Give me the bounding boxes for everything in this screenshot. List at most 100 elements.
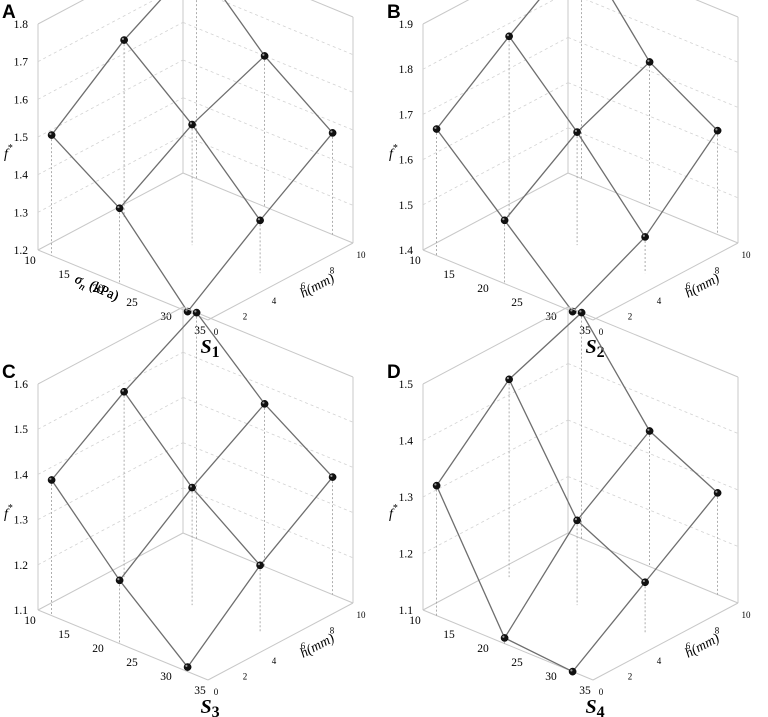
sigma-tick-label: 25 [511,657,523,669]
h-tick-label: 6 [686,281,691,291]
data-point-highlight [574,518,577,521]
mesh-line [264,403,334,478]
z-tick-label: 1.3 [14,207,29,219]
mesh-line [649,61,719,132]
grid-line [567,476,739,547]
grid-line [37,97,184,176]
data-point [115,576,124,585]
z-tick-label: 1.6 [14,94,29,106]
mesh-line [196,312,266,405]
z-tick-label: 1.9 [399,19,414,31]
grid-line [182,134,354,206]
data-point [188,483,196,492]
floor-edge [37,172,184,251]
mesh-line [259,132,334,221]
mesh-line [51,39,125,136]
z-tick-label: 1.4 [399,245,414,257]
sigma-tick-label: 25 [511,297,523,309]
z-tick-label: 1.4 [14,469,29,481]
data-point-highlight [117,205,120,209]
h-axis-title: h(mm) [683,271,723,302]
data-point-highlight [185,309,188,312]
data-point [641,578,649,587]
data-point [328,473,337,481]
data-point-highlight [189,122,192,125]
mesh-line [191,55,266,126]
h-tick-label: 8 [715,625,720,635]
mesh-line [191,403,266,489]
grid-line [422,363,569,441]
data-point-highlight [506,34,509,37]
sigma-tick-label: 10 [409,255,421,267]
data-point-highlight [434,126,437,129]
data-point [183,663,192,671]
h-tick-label: 2 [628,672,633,682]
data-point [328,129,337,137]
data-point-highlight [262,53,265,56]
data-point-highlight [502,218,505,221]
z-tick-label: 1.1 [14,605,29,617]
z-tick-label: 1.5 [399,379,414,391]
mesh-line [611,0,651,63]
h-tick-label: 4 [657,656,662,666]
panel-subtitle-sub: 4 [597,704,605,717]
h-tick-label: 2 [243,312,248,322]
data-point [256,561,264,570]
grid-line [422,82,569,160]
data-point [47,476,56,484]
data-point-highlight [117,578,120,581]
z-tick-label: 1.7 [14,57,29,69]
grid-line [182,442,354,513]
sigma-tick-label: 30 [160,311,172,323]
h-tick-label: 0 [214,327,219,337]
grid-line [567,37,739,108]
mesh-line [224,0,266,57]
sigma-subscript: n [77,281,86,293]
h-tick-label: 2 [243,672,248,682]
data-point-highlight [715,128,718,131]
panel-subtitle: S3 [200,696,219,717]
h-tick-label: 6 [301,281,306,291]
floor-edge [37,609,209,681]
h-tick-label: 0 [214,687,219,697]
grid-line [37,134,184,213]
sigma-tick-label: 15 [58,629,70,641]
data-point-highlight [121,37,124,40]
z-axis-title-sup: * [393,503,398,514]
z-tick-label: 1.3 [399,492,414,504]
z-tick-label: 1.5 [399,200,414,212]
data-point [260,52,269,60]
sigma-subscript: n [77,281,86,293]
data-point [500,634,509,642]
data-point-highlight [502,635,505,638]
data-point [432,125,441,133]
mesh-line [436,485,506,639]
mesh-line [191,124,261,221]
z-tick-label: 1.6 [399,155,414,167]
mesh-line [644,492,719,583]
z-tick-label: 1.2 [399,549,414,561]
data-point [713,126,722,135]
h-tick-label: 4 [657,296,662,306]
floor-edge [592,602,739,681]
mesh-line [123,0,162,41]
sigma-tick-label: 35 [579,685,591,697]
data-point-highlight [579,310,582,313]
panel-letter: C [2,362,16,383]
panel-subtitle-sub: 3 [212,704,220,717]
h-tick-label: 10 [357,610,367,620]
data-point [47,131,56,139]
data-point-highlight [194,310,197,313]
z-axis-title: f* [4,143,13,162]
sigma-tick-label: 20 [92,283,104,295]
z-tick-label: 1.1 [399,605,414,617]
panel-letter: A [2,2,16,23]
sigma-tick-label: 20 [92,643,104,655]
mesh-line [508,35,578,133]
z-axis-title-sup: * [393,143,398,154]
z-tick-label: 1.6 [14,379,29,391]
grid-line [182,487,354,559]
sigma-tick-label: 25 [126,657,138,669]
